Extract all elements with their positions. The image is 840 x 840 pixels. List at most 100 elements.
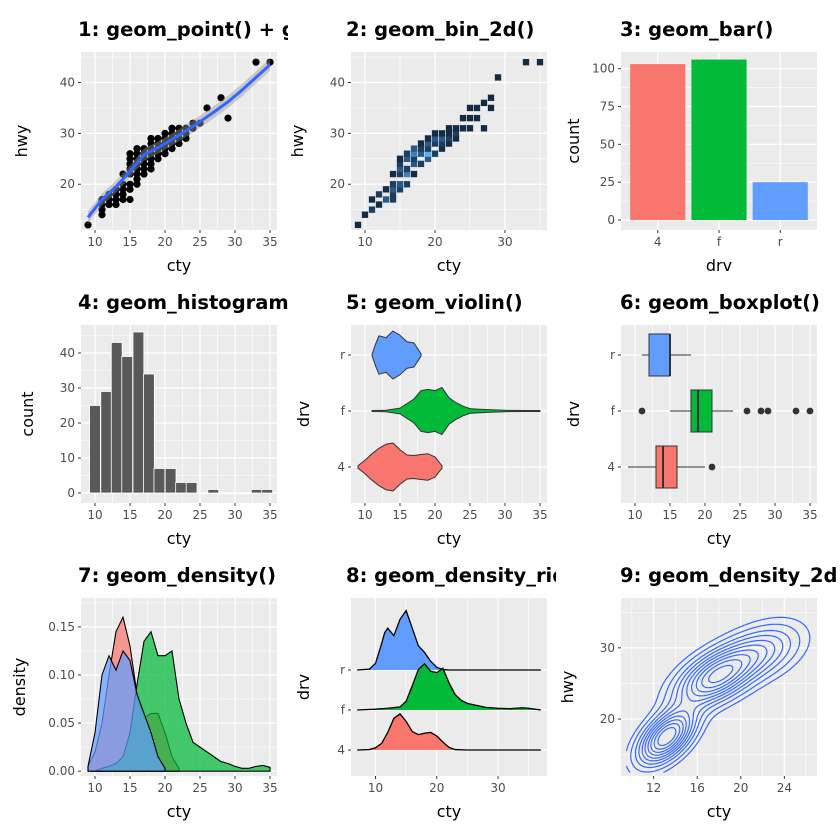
density-r xyxy=(87,649,166,772)
bar-4 xyxy=(630,64,686,220)
y-axis-label: hwy xyxy=(288,125,307,158)
bin-cell xyxy=(452,125,460,132)
bin-cell xyxy=(382,186,390,193)
bin-cell xyxy=(403,170,411,178)
histogram-bar xyxy=(261,489,274,494)
bin-cell xyxy=(368,206,376,213)
bin-cell xyxy=(452,130,460,137)
bin-cell xyxy=(452,135,460,142)
contour-line xyxy=(625,616,811,773)
x-axis-label: cty xyxy=(167,802,192,821)
contour-line xyxy=(647,649,759,756)
x-tick-label: 30 xyxy=(497,508,512,522)
data-point xyxy=(126,180,134,188)
ridge-r xyxy=(357,610,541,670)
y-tick-label: 4 xyxy=(337,743,345,757)
violin-4 xyxy=(357,442,443,492)
data-point xyxy=(154,134,162,143)
bin-cell xyxy=(438,130,446,137)
data-point xyxy=(168,124,176,132)
bin-cell xyxy=(431,130,439,137)
bin-cell xyxy=(424,145,432,152)
y-tick-label: 0.10 xyxy=(48,668,75,682)
data-point xyxy=(147,160,155,168)
bar-f xyxy=(691,59,747,220)
x-tick-label: 20 xyxy=(697,508,712,522)
chart-title: 1: geom_point() + geom_smooth() xyxy=(78,18,452,41)
y-axis-label: hwy xyxy=(558,671,577,704)
bar-r xyxy=(752,182,808,220)
panel-geom-density-ridges: 8: geom_density_ridges()cty drv 10 20 30 4 f r xyxy=(294,564,623,821)
chart-title: 9: geom_density_2d() xyxy=(620,564,840,587)
y-tick-label: 0.00 xyxy=(48,764,75,778)
contour-line xyxy=(657,664,734,747)
outlier-point xyxy=(708,463,716,471)
contour-line xyxy=(638,634,784,765)
ridge-f xyxy=(357,663,541,710)
bin-cell xyxy=(466,104,474,112)
x-tick-label: 25 xyxy=(192,781,207,795)
outlier-point xyxy=(757,407,765,415)
y-tick-label: 100 xyxy=(592,62,615,76)
y-tick-label: 0 xyxy=(607,213,615,227)
panel-geom-violin: 5: geom_violin()cty drv 10 15 20 25 30 35 4 f r xyxy=(294,291,548,548)
bin-cell xyxy=(417,140,425,147)
bin-cell xyxy=(396,165,404,173)
x-tick-label: 30 xyxy=(497,235,512,249)
data-point xyxy=(147,139,155,148)
y-tick-label: 30 xyxy=(600,641,615,655)
bin-cell xyxy=(438,135,446,142)
histogram-bar xyxy=(185,482,198,494)
bin-cell xyxy=(375,191,383,198)
box-r xyxy=(648,333,671,377)
y-tick-label: 30 xyxy=(330,126,345,140)
histogram-bar xyxy=(89,405,101,494)
x-tick-label: 25 xyxy=(462,508,477,522)
data-point xyxy=(182,134,190,143)
chart-title: 2: geom_bin_2d() xyxy=(346,18,534,41)
x-tick-label: 10 xyxy=(357,235,372,249)
data-point xyxy=(105,195,113,204)
histogram-bar xyxy=(217,492,230,495)
bin-cell xyxy=(494,74,502,81)
y-tick-label: 25 xyxy=(600,175,615,189)
bin-cell xyxy=(466,114,474,122)
bin-cell xyxy=(389,191,397,198)
bin-cell xyxy=(396,155,404,162)
y-tick-label: 4 xyxy=(607,460,615,474)
y-tick-label: f xyxy=(341,404,346,418)
data-point xyxy=(161,150,169,158)
panel-geom-bin-2d: 2: geom_bin_2d()cty hwy 10 20 30 20 30 40 xyxy=(288,18,547,275)
x-axis-label: cty xyxy=(707,529,732,548)
histogram-bar xyxy=(207,489,220,494)
x-tick-label: 20 xyxy=(157,235,172,249)
bin-cell xyxy=(473,104,481,112)
chart-title: 5: geom_violin() xyxy=(346,291,523,314)
bin-cell xyxy=(459,125,467,132)
y-tick-label: 50 xyxy=(600,137,615,151)
data-point xyxy=(119,185,127,193)
bin-cell xyxy=(368,196,376,203)
data-point xyxy=(175,124,183,132)
bin-cell xyxy=(389,181,397,188)
x-tick-label: f xyxy=(717,235,722,249)
data-point xyxy=(147,134,155,143)
data-point xyxy=(119,195,127,204)
y-tick-label: 75 xyxy=(600,99,615,113)
bin-cell xyxy=(431,135,439,142)
outlier-point xyxy=(806,407,814,415)
x-tick-label: 20 xyxy=(733,781,748,795)
data-point xyxy=(84,221,92,229)
chart-title: 6: geom_boxplot() xyxy=(620,291,820,314)
x-tick-label: 20 xyxy=(429,781,444,795)
data-point xyxy=(161,145,169,153)
x-axis-label: cty xyxy=(167,529,192,548)
x-tick-label: 10 xyxy=(87,508,102,522)
box-4 xyxy=(655,445,678,489)
histogram-bar xyxy=(121,356,134,494)
data-point xyxy=(217,94,225,102)
outlier-point xyxy=(764,407,772,415)
chart-title: 8: geom_density_ridges() xyxy=(346,564,623,587)
y-tick-label: r xyxy=(340,663,345,677)
x-tick-label: 20 xyxy=(157,508,172,522)
